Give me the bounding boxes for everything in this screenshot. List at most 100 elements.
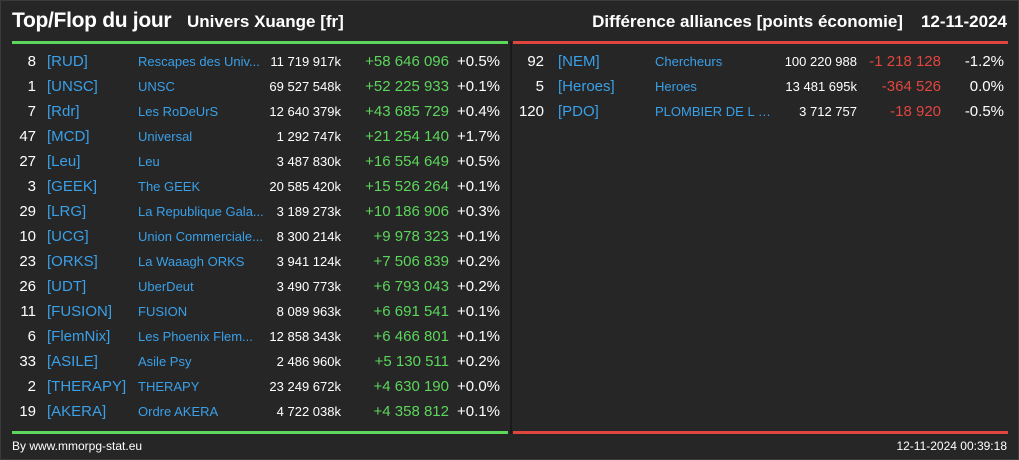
alliance-name-link[interactable]: Chercheurs [655, 54, 723, 69]
table-row: 7 [Rdr] Les RoDeUrS 12 640 379k +43 685 729 +… [12, 99, 508, 124]
rank-cell: 11 [20, 303, 36, 320]
alliance-tag-link[interactable]: [LRG] [47, 203, 87, 220]
alliance-name-link[interactable]: UberDeut [138, 279, 194, 294]
alliance-tag-link[interactable]: [MCD] [47, 128, 90, 145]
alliance-name-link[interactable]: THERAPY [138, 379, 200, 394]
percent-cell: +0.1% [457, 228, 500, 245]
table-row: 120 [PDO] PLOMBIER DE L O... 3 712 757 -18 9… [513, 99, 1008, 124]
alliance-name-link[interactable]: Ordre AKERA [138, 404, 219, 419]
score-cell: 8 300 214k [276, 229, 341, 244]
subtitle: Différence alliances [points économie] [592, 12, 903, 31]
alliance-tag-link[interactable]: [Rdr] [47, 103, 80, 120]
rank-cell: 120 [518, 103, 544, 120]
alliance-tag-link[interactable]: [PDO] [558, 103, 599, 120]
alliance-tag-link[interactable]: [Heroes] [558, 78, 615, 95]
score-cell: 69 527 548k [269, 79, 341, 94]
alliance-tag-link[interactable]: [RUD] [47, 53, 88, 70]
alliance-tag-link[interactable]: [FlemNix] [47, 328, 111, 345]
diff-cell: +6 691 541 [373, 303, 450, 320]
percent-cell: +0.2% [457, 353, 500, 370]
score-cell: 8 089 963k [276, 304, 341, 319]
header: Top/Flop du jour Univers Xuange [fr] Dif… [1, 1, 1018, 39]
percent-cell: +0.1% [457, 303, 500, 320]
percent-cell: +0.0% [457, 378, 500, 395]
alliance-name-link[interactable]: Union Commerciale... [138, 229, 263, 244]
percent-cell: +0.2% [457, 278, 500, 295]
table-row: 47 [MCD] Universal 1 292 747k +21 254 140 +1.… [12, 124, 508, 149]
table-row: 33 [ASILE] Asile Psy 2 486 960k +5 130 511 +0… [12, 349, 508, 374]
diff-cell: +21 254 140 [365, 128, 449, 145]
percent-cell: +0.2% [457, 253, 500, 270]
alliance-tag-link[interactable]: [Leu] [47, 153, 81, 170]
alliance-name-link[interactable]: La Republique Gala... [138, 204, 264, 219]
diff-cell: +10 186 906 [365, 203, 449, 220]
diff-cell: +43 685 729 [365, 103, 449, 120]
diff-cell: +7 506 839 [373, 253, 450, 270]
diff-cell: +6 466 801 [373, 328, 450, 345]
diff-cell: +15 526 264 [365, 178, 449, 195]
table-row: 92 [NEM] Chercheurs 100 220 988 -1 218 128 -1… [513, 49, 1008, 74]
alliance-tag-link[interactable]: [AKERA] [47, 403, 107, 420]
table-row: 1 [UNSC] UNSC 69 527 548k +52 225 933 +0.1% [12, 74, 508, 99]
table-row: 23 [ORKS] La Waaagh ORKS 3 941 124k +7 506 8… [12, 249, 508, 274]
alliance-name-link[interactable]: Leu [138, 154, 160, 169]
rank-cell: 1 [27, 78, 36, 95]
diff-cell: +4 630 190 [373, 378, 450, 395]
alliance-tag-link[interactable]: [GEEK] [47, 178, 98, 195]
table-row: 8 [RUD] Rescapes des Univ... 11 719 917k +58… [12, 49, 508, 74]
alliance-name-link[interactable]: PLOMBIER DE L O... [655, 104, 773, 119]
score-cell: 100 220 988 [784, 54, 857, 69]
alliance-tag-link[interactable]: [UCG] [47, 228, 89, 245]
score-cell: 2 486 960k [276, 354, 341, 369]
alliance-tag-link[interactable]: [ASILE] [47, 353, 98, 370]
rank-cell: 33 [19, 353, 36, 370]
alliance-tag-link[interactable]: [UNSC] [47, 78, 98, 95]
percent-cell: -0.5% [964, 103, 1004, 120]
diff-cell: +6 793 043 [373, 278, 450, 295]
diff-cell: +52 225 933 [365, 78, 449, 95]
alliance-name-link[interactable]: Les Phoenix Flem... [138, 329, 253, 344]
rank-cell: 27 [19, 153, 36, 170]
alliance-tag-link[interactable]: [FUSION] [47, 303, 113, 320]
alliance-name-link[interactable]: The GEEK [138, 179, 201, 194]
percent-cell: +0.4% [457, 103, 500, 120]
table-row: 29 [LRG] La Republique Gala... 3 189 273k +1… [12, 199, 508, 224]
alliance-name-link[interactable]: UNSC [138, 79, 175, 94]
alliance-name-link[interactable]: Universal [138, 129, 193, 144]
diff-cell: +4 358 812 [373, 403, 450, 420]
alliance-name-link[interactable]: Asile Psy [138, 354, 192, 369]
rank-cell: 47 [19, 128, 36, 145]
score-cell: 3 941 124k [276, 254, 341, 269]
diff-cell: +58 646 096 [365, 53, 449, 70]
percent-cell: +0.1% [457, 328, 500, 345]
rank-cell: 29 [19, 203, 36, 220]
percent-cell: +0.3% [457, 203, 500, 220]
alliance-name-link[interactable]: Rescapes des Univ... [138, 54, 260, 69]
table-row: 3 [GEEK] The GEEK 20 585 420k +15 526 264 +0.… [12, 174, 508, 199]
percent-cell: +0.1% [457, 403, 500, 420]
table-row: 27 [Leu] Leu 3 487 830k +16 554 649 +0.5% [12, 149, 508, 174]
score-cell: 13 481 695k [785, 79, 857, 94]
diff-cell: +9 978 323 [373, 228, 450, 245]
page-title: Top/Flop du jour [12, 9, 172, 32]
alliance-name-link[interactable]: La Waaagh ORKS [138, 254, 245, 269]
score-cell: 3 712 757 [799, 104, 857, 119]
alliance-name-link[interactable]: Heroes [655, 79, 697, 94]
alliance-name-link[interactable]: FUSION [138, 304, 188, 319]
score-cell: 3 189 273k [276, 204, 341, 219]
score-cell: 11 719 917k [270, 54, 341, 69]
alliance-tag-link[interactable]: [THERAPY] [47, 378, 127, 395]
rank-cell: 6 [27, 328, 36, 345]
diff-cell: -364 526 [881, 78, 941, 95]
alliance-tag-link[interactable]: [NEM] [558, 53, 600, 70]
diff-cell: -1 218 128 [869, 53, 941, 70]
header-right: Différence alliances [points économie] 12… [592, 12, 1007, 32]
rank-cell: 8 [27, 53, 36, 70]
alliance-tag-link[interactable]: [ORKS] [47, 253, 98, 270]
score-cell: 12 858 343k [269, 329, 341, 344]
rank-cell: 26 [19, 278, 36, 295]
score-cell: 20 585 420k [269, 179, 341, 194]
alliance-tag-link[interactable]: [UDT] [47, 278, 87, 295]
alliance-name-link[interactable]: Les RoDeUrS [138, 104, 219, 119]
rank-cell: 10 [19, 228, 36, 245]
